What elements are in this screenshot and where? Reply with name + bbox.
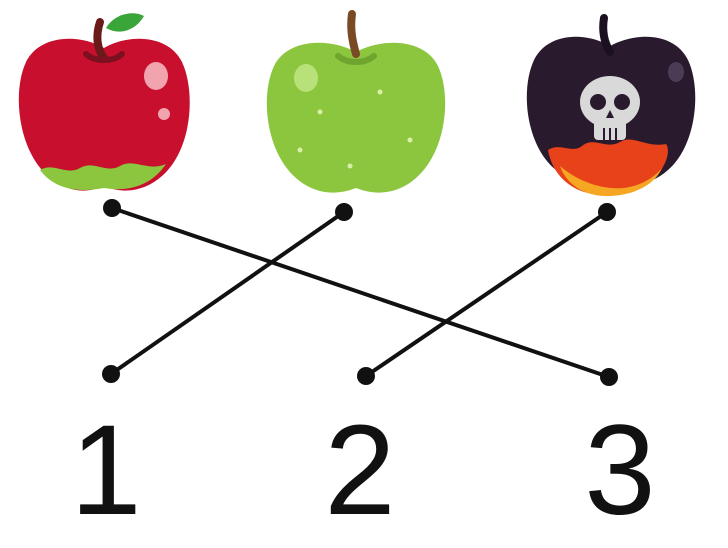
label-3: 3 [584,399,655,542]
connection-line-red-apple-to-3 [110,206,611,379]
skull-icon [580,76,640,140]
green-apple-icon [266,10,446,193]
green-apple-dot [335,203,353,221]
red-apple-icon [18,13,190,191]
poison-apple-dot [598,203,616,221]
label-2-dot [357,367,375,385]
label-2: 2 [324,399,395,542]
red-apple-dot [103,199,121,217]
connection-line-green-apple-to-1 [109,210,346,376]
connection-line-poison-apple-to-2 [364,210,609,378]
label-3-dot [600,368,618,386]
poison-apple-icon [526,14,696,196]
label-1-dot [102,365,120,383]
label-1: 1 [70,399,141,542]
